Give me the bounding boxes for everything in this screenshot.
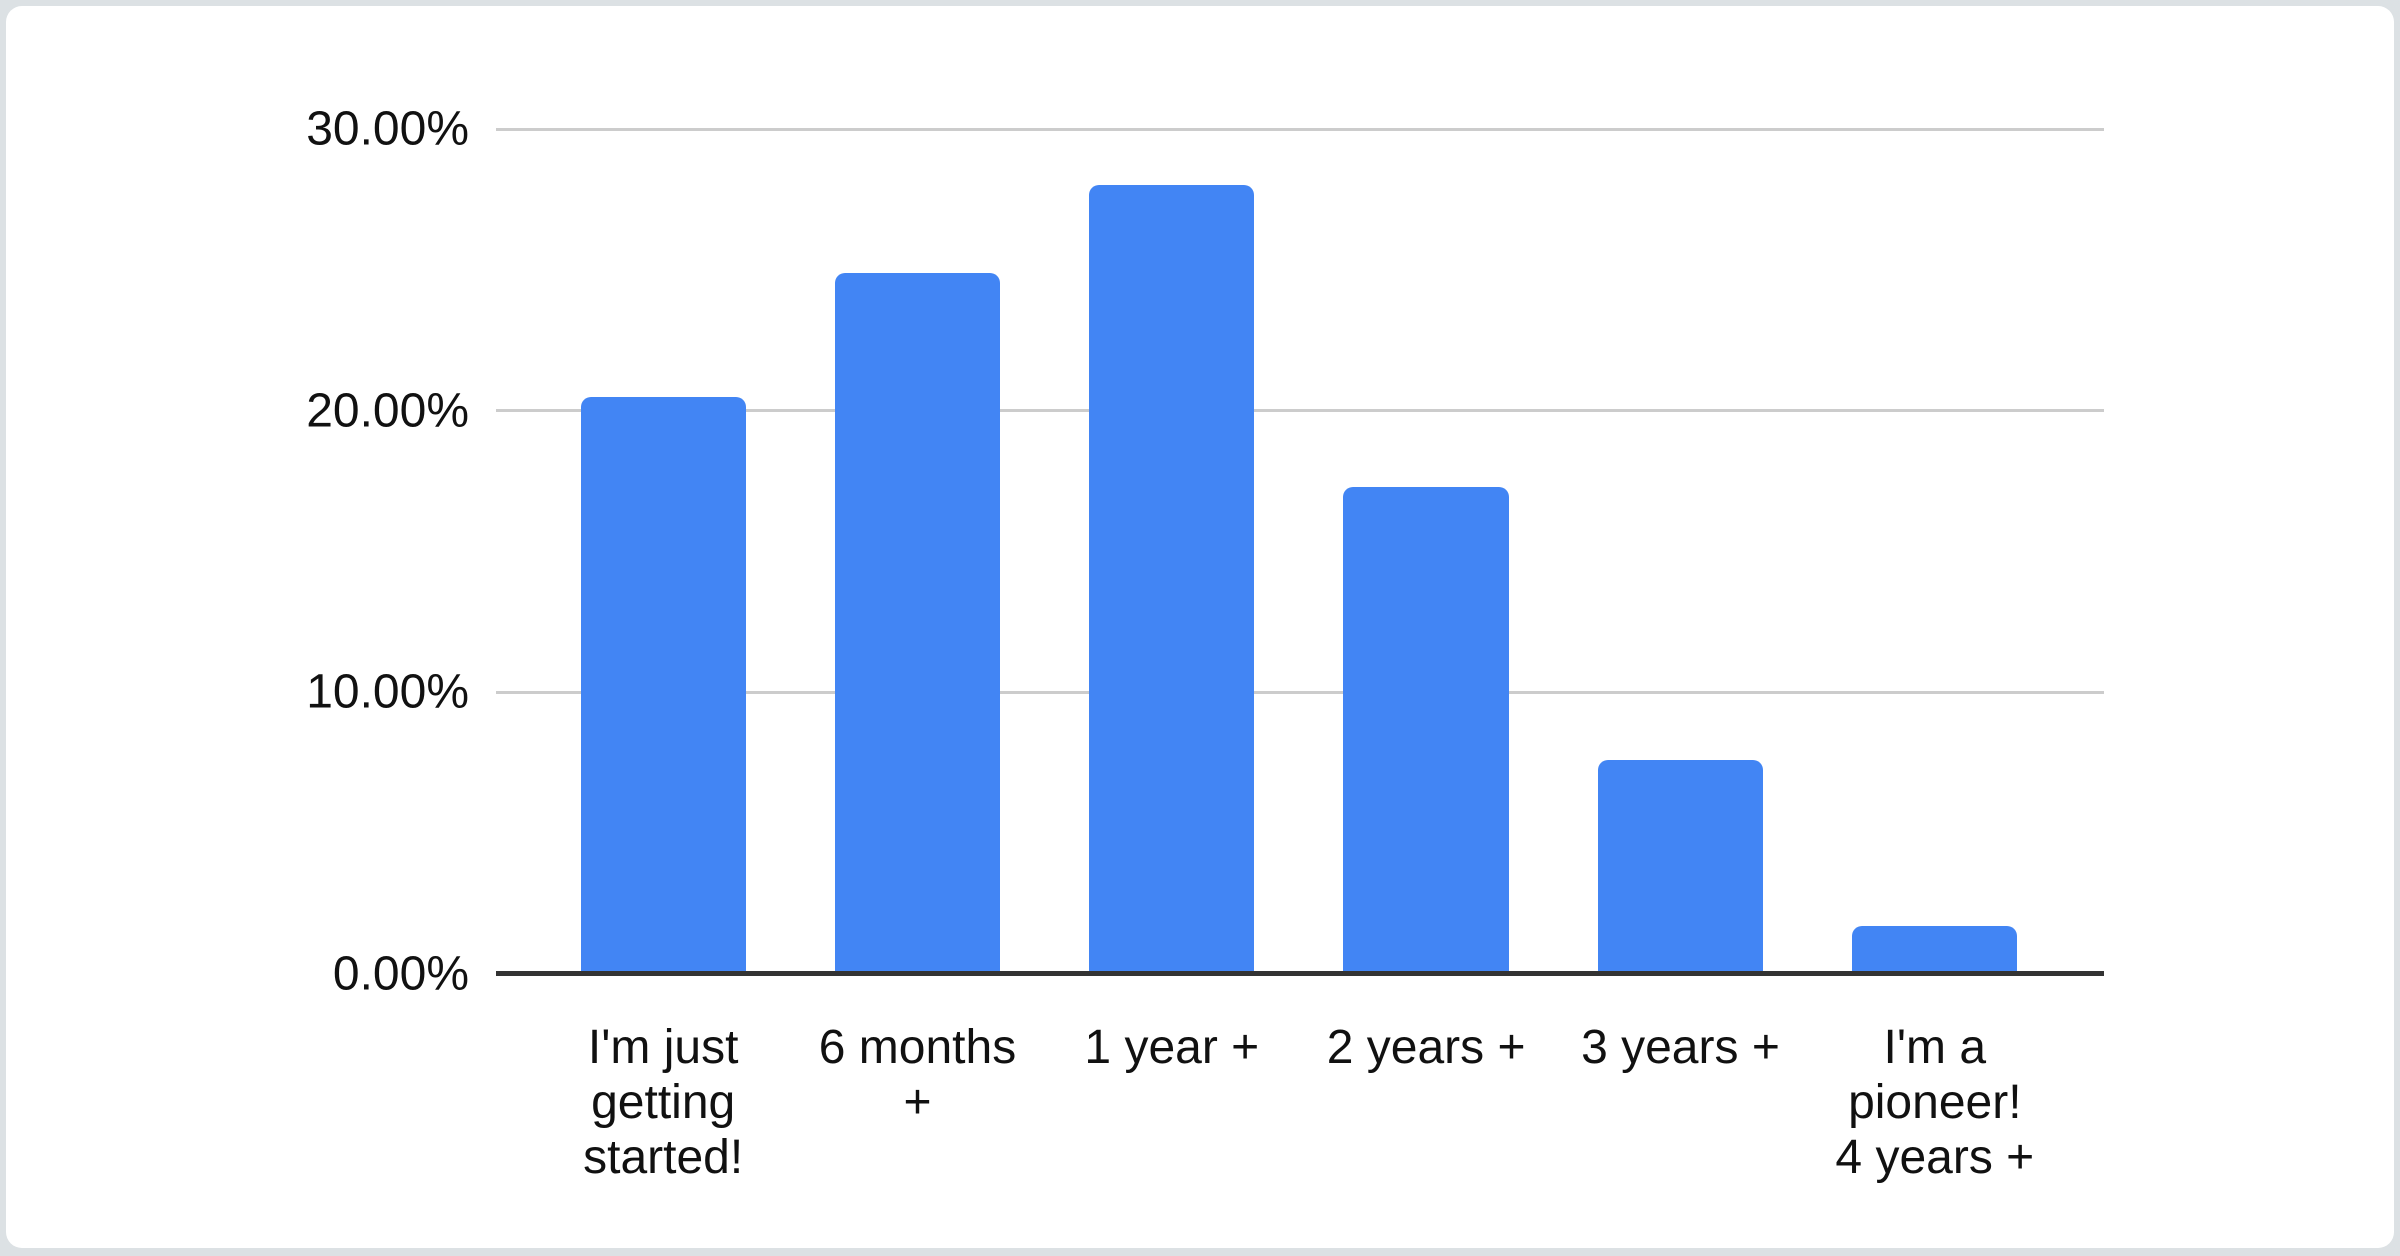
bar-slot bbox=[1299, 129, 1553, 974]
bar-slot bbox=[1045, 129, 1299, 974]
bar-2[interactable] bbox=[834, 272, 1001, 974]
bar-series bbox=[536, 129, 2062, 974]
gridline bbox=[496, 690, 2104, 694]
bar-slot bbox=[1553, 129, 1807, 974]
chart-card: 0.00% 10.00% 20.00% 30.00% I'm just getting… bbox=[6, 6, 2394, 1248]
gridline bbox=[496, 409, 2104, 413]
bar-slot bbox=[790, 129, 1044, 974]
bar-3[interactable] bbox=[1089, 185, 1255, 974]
bar-6[interactable] bbox=[1852, 926, 2018, 974]
y-tick-label: 30.00% bbox=[306, 102, 469, 156]
x-axis-labels: I'm just getting started! 6 months + 1 yea… bbox=[536, 1020, 2062, 1185]
bar-5[interactable] bbox=[1597, 759, 1764, 974]
bar-slot bbox=[536, 129, 790, 974]
x-axis-line bbox=[496, 971, 2104, 976]
y-tick-label: 0.00% bbox=[332, 947, 469, 1001]
x-tick-label: 1 year + bbox=[1084, 1021, 1260, 1074]
y-axis-labels: 0.00% 10.00% 20.00% 30.00% bbox=[6, 6, 469, 1001]
plot-area bbox=[496, 6, 2104, 976]
bar-1[interactable] bbox=[580, 396, 746, 974]
y-tick-label: 20.00% bbox=[306, 384, 469, 438]
y-tick-label: 10.00% bbox=[306, 665, 469, 719]
bar-slot bbox=[1808, 129, 2062, 974]
x-tick-label: 6 months + bbox=[818, 1021, 1017, 1129]
x-tick-label: 2 years + bbox=[1326, 1021, 1526, 1074]
gridline bbox=[496, 127, 2104, 131]
x-tick-label: I'm just getting started! bbox=[583, 1021, 744, 1184]
bar-4[interactable] bbox=[1343, 486, 1509, 974]
x-tick-label: 3 years + bbox=[1581, 1021, 1780, 1074]
x-tick-label: I'm a pioneer! 4 years + bbox=[1835, 1021, 2035, 1184]
